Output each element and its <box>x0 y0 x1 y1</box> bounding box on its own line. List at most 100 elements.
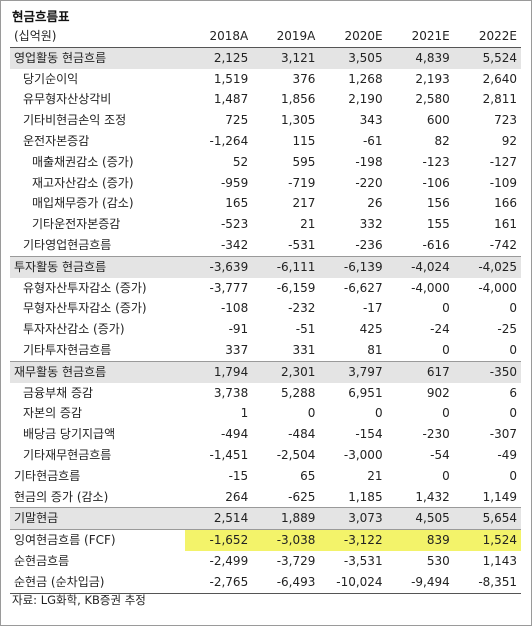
value-cell: 81 <box>367 342 383 357</box>
value-cell: 3,505 <box>319 47 387 69</box>
value-cell: -3,777 <box>209 280 249 295</box>
value-cell: -106 <box>422 175 450 190</box>
value-cell: 5,654 <box>453 507 521 530</box>
value-cell: 115 <box>292 133 316 148</box>
value-cell: -2,765 <box>185 571 253 594</box>
value-cell: -3,531 <box>343 553 383 568</box>
value-cell: 165 <box>225 196 249 211</box>
table-row: 기타운전자본증감 -523 21 332 155 161 <box>10 214 521 235</box>
row-label: 당기순이익 <box>23 71 79 86</box>
value-cell: -24 <box>430 322 450 337</box>
value-cell: -4,024 <box>386 255 454 278</box>
value-cell: 343 <box>359 113 383 128</box>
value-cell: -350 <box>453 360 521 383</box>
row-label: 운전자본증감 <box>23 133 90 148</box>
value-cell: -230 <box>422 427 450 442</box>
table-row: 기타재무현금흐름 -1,451 -2,504 -3,000 -54 -49 <box>10 445 521 466</box>
value-cell: 530 <box>426 553 450 568</box>
value-cell: 92 <box>501 133 517 148</box>
value-cell: -3,122 <box>319 529 387 551</box>
value-cell: 839 <box>386 529 454 551</box>
table-row: 배당금 당기지급액 -494 -484 -154 -230 -307 <box>10 424 521 445</box>
value-cell: -484 <box>288 427 316 442</box>
row-label: 기말현금 <box>10 507 186 530</box>
row-label: 기타재무현금흐름 <box>23 447 112 462</box>
table-row: 운전자본증감 -1,264 115 -61 82 92 <box>10 131 521 152</box>
row-label: 재고자산감소 (증가) <box>32 175 134 190</box>
value-cell: -3,639 <box>185 255 253 278</box>
table-row: 유무형자산상각비 1,487 1,856 2,190 2,580 2,811 <box>10 89 521 110</box>
value-cell: -6,159 <box>276 280 316 295</box>
table-row: 현금의 증가 (감소) 264 -625 1,185 1,432 1,149 <box>10 487 521 508</box>
value-cell: 4,505 <box>386 507 454 530</box>
value-cell: -494 <box>220 427 249 442</box>
value-cell: 1,149 <box>482 489 517 504</box>
value-cell: 3,073 <box>319 507 387 530</box>
value-cell: -342 <box>220 237 249 252</box>
row-label: 순현금흐름 <box>14 553 70 568</box>
value-cell: 264 <box>225 489 249 504</box>
table-row: 재무활동 현금흐름 1,794 2,301 3,797 617 -350 <box>10 360 521 383</box>
value-cell: 376 <box>292 71 316 86</box>
value-cell: -91 <box>228 322 249 337</box>
value-cell: 3,797 <box>319 360 387 383</box>
value-cell: 2,301 <box>252 360 320 383</box>
value-cell: -1,264 <box>209 133 249 148</box>
value-cell: 1,519 <box>213 71 249 86</box>
value-cell: 617 <box>386 360 454 383</box>
value-cell: 2,640 <box>482 71 517 86</box>
value-cell: -17 <box>362 301 383 316</box>
value-cell: 2,514 <box>185 507 253 530</box>
value-cell: -1,652 <box>185 529 253 551</box>
value-cell: 0 <box>509 342 517 357</box>
value-cell: -959 <box>220 175 249 190</box>
value-cell: 1,432 <box>415 489 450 504</box>
table-row: 기타비현금손익 조정 725 1,305 343 600 723 <box>10 110 521 131</box>
value-cell: 902 <box>426 385 450 400</box>
value-cell: 6 <box>509 385 517 400</box>
value-cell: -625 <box>288 489 316 504</box>
value-cell: 0 <box>442 468 450 483</box>
row-label: 매입채무증가 (감소) <box>32 196 134 211</box>
table-row: 기타투자현금흐름 337 331 81 0 0 <box>10 340 521 361</box>
value-cell: 156 <box>426 196 450 211</box>
value-cell: -8,351 <box>453 571 521 594</box>
value-cell: 1,794 <box>185 360 253 383</box>
value-cell: 3,738 <box>213 385 249 400</box>
row-label: 자본의 증감 <box>23 406 83 421</box>
value-cell: -3,038 <box>252 529 320 551</box>
value-cell: -15 <box>228 468 249 483</box>
value-cell: -49 <box>497 447 517 462</box>
value-cell: 1,185 <box>348 489 383 504</box>
row-label: 배당금 당기지급액 <box>23 427 116 442</box>
value-cell: -154 <box>355 427 383 442</box>
value-cell: 0 <box>374 406 383 421</box>
value-cell: 1,524 <box>453 529 521 551</box>
value-cell: 2,580 <box>415 92 450 107</box>
value-cell: -108 <box>220 301 249 316</box>
row-label: 투자자산감소 (증가) <box>23 322 125 337</box>
value-cell: 21 <box>300 217 316 232</box>
row-label: 유무형자산상각비 <box>23 92 112 107</box>
value-cell: 161 <box>494 217 517 232</box>
value-cell: -6,627 <box>343 280 383 295</box>
value-cell: -2,499 <box>209 553 249 568</box>
row-label: 현금의 증가 (감소) <box>14 489 109 504</box>
value-cell: -616 <box>422 237 450 252</box>
value-cell: 26 <box>367 196 383 211</box>
value-cell: 1,889 <box>252 507 320 530</box>
value-cell: 5,288 <box>281 385 316 400</box>
table-row: 유형자산투자감소 (증가) -3,777 -6,159 -6,627 -4,000 -4,… <box>10 278 521 299</box>
value-cell: -531 <box>288 237 316 252</box>
value-cell: -10,024 <box>319 571 387 594</box>
value-cell: -523 <box>220 217 249 232</box>
value-cell: 0 <box>509 301 517 316</box>
row-label: 잉여현금흐름 (FCF) <box>10 529 186 551</box>
value-cell: -61 <box>362 133 383 148</box>
table-row: 자본의 증감 1 0 0 0 0 <box>10 403 521 424</box>
value-cell: 2,125 <box>185 47 253 69</box>
table-row: 무형자산투자감소 (증가) -108 -232 -17 0 0 <box>10 298 521 319</box>
value-cell: 3,121 <box>252 47 320 69</box>
row-label: 기타운전자본증감 <box>32 217 121 232</box>
table-row: 순현금흐름 -2,499 -3,729 -3,531 530 1,143 <box>10 551 521 572</box>
